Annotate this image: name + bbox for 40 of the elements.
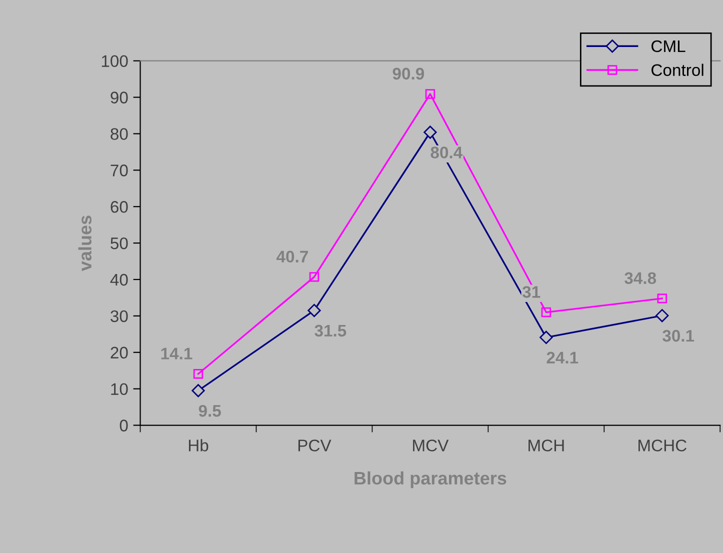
point [656,308,669,322]
x-tick-label: MCHC [638,440,686,452]
data-label: 31 [522,286,540,298]
data-label: 34.8 [624,272,656,284]
point [425,89,436,99]
point [192,384,205,398]
y-tick-label: 60 [110,201,128,213]
y-tick-label: 30 [110,310,128,322]
point [541,307,552,318]
point [193,369,204,379]
y-tick-label: 0 [120,420,128,432]
data-label: 30.1 [662,330,694,342]
x-tick-label: PCV [298,440,332,452]
y-tick-label: 100 [102,55,128,68]
y-tick-label: 70 [110,164,128,176]
x-tick-label: MCH [528,440,564,452]
y-tick-label: 40 [110,274,128,286]
y-tick-label: 10 [111,383,128,396]
point [309,272,320,282]
y-axis-title: values [78,216,92,272]
legend-label: Control [652,64,704,76]
data-label: 31.5 [314,324,346,337]
y-tick-label: 50 [110,237,128,250]
data-label: 24.1 [546,352,578,364]
legend-label: CML [652,40,686,52]
point [424,126,437,139]
data-label: 9.5 [198,404,221,417]
point [657,294,667,304]
data-label: 40.7 [276,250,308,263]
y-tick-label: 90 [110,92,128,104]
y-tick-label: 80 [110,128,128,140]
y-tick-label: 20 [110,346,128,359]
data-label: 80.4 [430,146,463,158]
data-label: 90.9 [392,68,424,80]
x-tick-label: Hb [188,439,208,452]
point [540,330,553,344]
x-axis-title: Blood parameters [354,471,506,488]
data-label: 14.1 [161,348,192,360]
x-tick-label: MCV [413,440,449,452]
point [308,304,321,318]
